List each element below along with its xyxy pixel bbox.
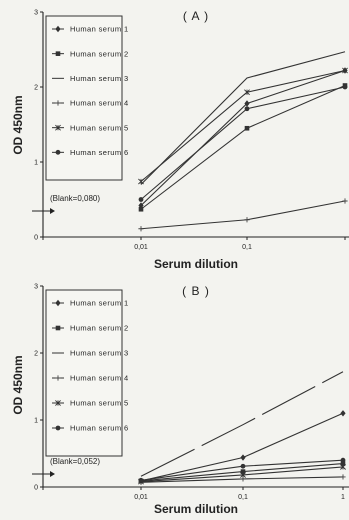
data-point-5 xyxy=(138,178,144,185)
series-line-4 xyxy=(140,200,346,230)
data-point-6 xyxy=(138,477,144,483)
panel-label: ( B ) xyxy=(182,284,210,298)
data-point-6 xyxy=(244,106,250,112)
legend-label: Human serum 2 xyxy=(70,49,129,58)
data-point-5 xyxy=(340,463,346,470)
y-tick-label: 1 xyxy=(34,418,38,425)
x-tick-label: 0,1 xyxy=(238,494,248,501)
legend: Human serum 1 Human serum 2 Human serum 3 H… xyxy=(45,289,129,457)
data-point-4 xyxy=(340,474,346,480)
legend-label: Human serum 6 xyxy=(70,424,129,433)
legend-marker xyxy=(55,375,61,381)
data-point-1 xyxy=(244,100,250,107)
data-point-6 xyxy=(340,457,346,463)
legend-marker xyxy=(55,149,61,155)
legend-marker xyxy=(55,299,61,307)
legend: Human serum 1 Human serum 2 Human serum 3 H… xyxy=(45,15,129,181)
data-point-1 xyxy=(340,410,346,417)
legend-marker xyxy=(55,51,61,56)
legend-marker xyxy=(55,124,61,131)
data-point-2 xyxy=(340,461,346,466)
data-point-6 xyxy=(342,84,348,90)
x-tick-label: 0,1 xyxy=(242,244,252,251)
x-axis-label: Serum dilution xyxy=(154,257,238,271)
x-tick-label: 0,01 xyxy=(134,244,148,251)
chart-panel-b: 0 1 2 3 0,01 0,1 1 ( B ) Serum dilution OD 450nm (… xyxy=(11,284,349,516)
legend-label: Human serum 5 xyxy=(70,123,129,132)
data-point-1 xyxy=(138,202,144,209)
data-point-2 xyxy=(240,469,246,474)
legend-label: Human serum 1 xyxy=(70,25,129,34)
blank-label: (Blank=0,080) xyxy=(50,194,100,203)
series-line-3 xyxy=(140,371,344,477)
legend-marker xyxy=(55,425,61,431)
chart-panel-a: 0 1 2 3 0,01 0,1 ( A ) Serum dilution OD 450nm (B… xyxy=(11,9,349,271)
data-point-2 xyxy=(244,125,250,131)
y-tick-label: 3 xyxy=(34,284,38,291)
panel-label: ( A ) xyxy=(183,9,209,23)
data-point-5 xyxy=(244,89,250,96)
y-tick-label: 2 xyxy=(34,85,38,92)
y-tick-label: 0 xyxy=(34,485,38,492)
y-tick-label: 3 xyxy=(34,10,38,17)
series-line-6 xyxy=(140,86,346,200)
data-point-4 xyxy=(138,226,144,232)
legend-label: Human serum 3 xyxy=(70,349,129,358)
legend-label: Human serum 5 xyxy=(70,399,129,408)
data-point-4 xyxy=(342,198,348,204)
legend-label: Human serum 4 xyxy=(70,99,129,108)
blank-arrow-head xyxy=(50,471,55,477)
y-axis-label: OD 450nm xyxy=(11,355,25,414)
y-axis-label: OD 450nm xyxy=(11,95,25,154)
y-tick-label: 1 xyxy=(34,160,38,167)
x-axis-label: Serum dilution xyxy=(154,502,238,516)
legend-marker xyxy=(55,325,61,331)
series-line-5 xyxy=(140,69,346,182)
data-point-6 xyxy=(240,463,246,469)
series-line-2 xyxy=(140,84,346,210)
x-tick-label: 0,01 xyxy=(134,494,148,501)
data-point-1 xyxy=(240,454,246,461)
series-lines xyxy=(138,51,348,232)
legend-label: Human serum 2 xyxy=(70,324,129,333)
data-point-5 xyxy=(342,67,348,74)
data-point-5 xyxy=(240,472,246,478)
y-tick-label: 0 xyxy=(34,235,38,242)
data-point-2 xyxy=(138,206,144,212)
legend-label: Human serum 3 xyxy=(70,74,129,83)
blank-arrow-head xyxy=(50,208,55,214)
data-point-6 xyxy=(138,197,144,202)
blank-label: (Blank=0,052) xyxy=(50,457,100,466)
series-line-3 xyxy=(140,51,346,185)
y-tick-label: 2 xyxy=(34,351,38,358)
legend-label: Human serum 6 xyxy=(70,148,129,157)
legend-label: Human serum 4 xyxy=(70,374,129,383)
series-lines xyxy=(138,371,346,485)
legend-marker xyxy=(55,400,61,406)
x-tick-label: 1 xyxy=(341,494,345,501)
legend-marker xyxy=(55,100,61,106)
data-point-4 xyxy=(244,217,250,223)
legend-label: Human serum 1 xyxy=(70,299,129,308)
legend-marker xyxy=(55,25,61,33)
